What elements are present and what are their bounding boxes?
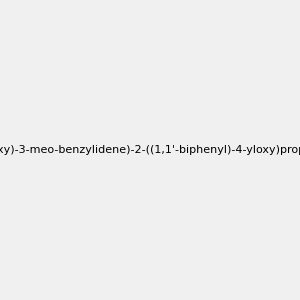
Text: N'-(4-(Benzyloxy)-3-meo-benzylidene)-2-((1,1'-biphenyl)-4-yloxy)propanohydrazide: N'-(4-(Benzyloxy)-3-meo-benzylidene)-2-(…	[0, 145, 300, 155]
